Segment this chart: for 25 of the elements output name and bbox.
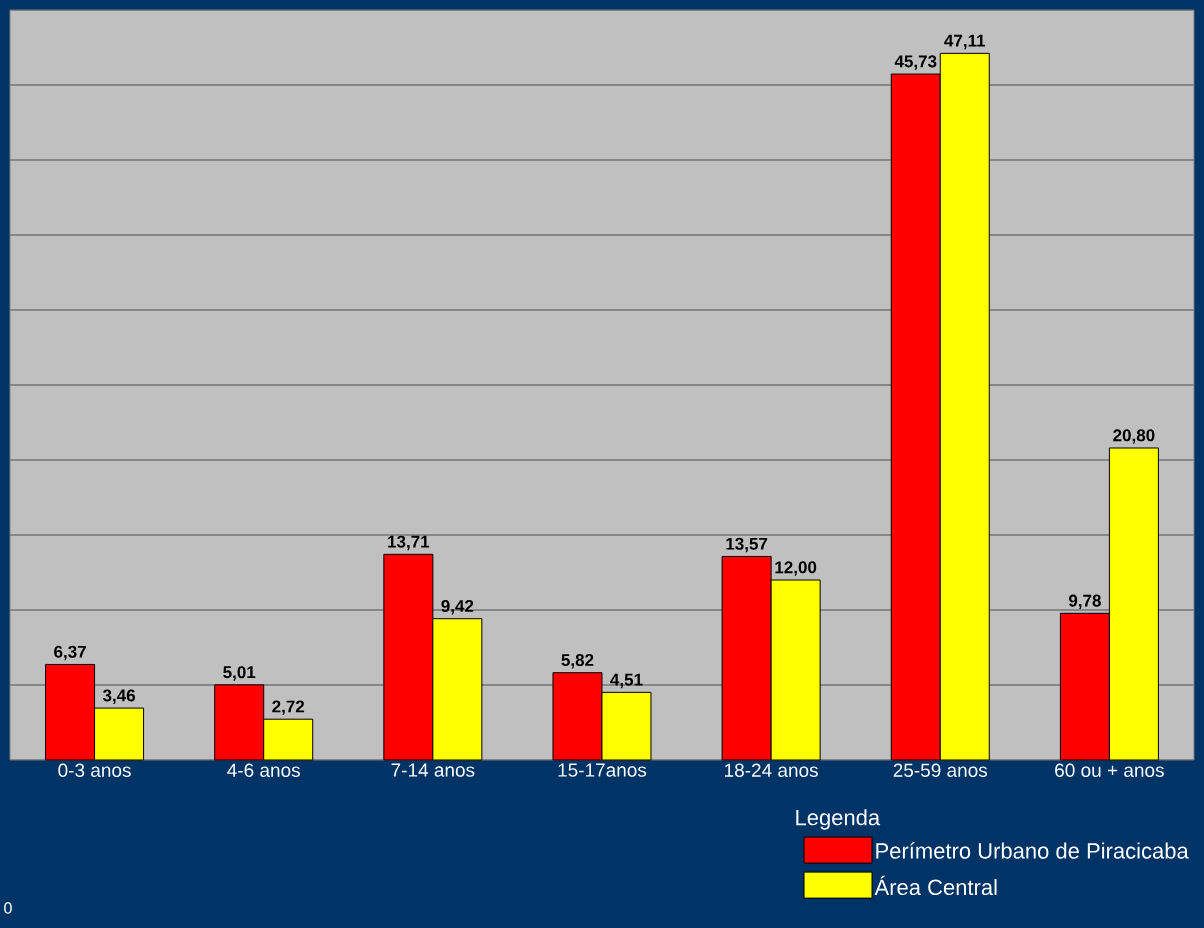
data-label: 5,82 — [561, 653, 594, 669]
data-label: 6,37 — [54, 645, 86, 661]
data-label: 20,80 — [1113, 429, 1155, 444]
x-tick-label: 60 ou + anos — [1055, 763, 1164, 777]
data-label: 13,57 — [726, 537, 768, 553]
x-tick-label: 0-3 anos — [58, 763, 131, 777]
x-tick-label: 25-59 anos — [893, 763, 988, 777]
data-label: 3,46 — [102, 689, 135, 704]
data-label: 4,51 — [610, 673, 643, 689]
data-label: 5,01 — [223, 666, 256, 681]
legend-label: Perímetro Urbano de Piracicaba — [876, 842, 1189, 859]
text: 0 — [4, 902, 12, 914]
legend-title: Legenda — [796, 809, 881, 830]
x-tick-label: 15-17anos — [558, 763, 647, 777]
data-label: 45,73 — [894, 55, 937, 70]
data-label: 9,42 — [441, 599, 474, 615]
data-label: 2,72 — [272, 700, 305, 715]
x-tick-label: 18-24 anos — [725, 763, 818, 777]
legend-label: Área Central — [874, 875, 997, 896]
data-label: 13,71 — [388, 535, 430, 551]
data-label: 12,00 — [775, 561, 817, 576]
data-label: 47,11 — [944, 34, 986, 50]
x-tick-label: 7-14 anos — [391, 763, 475, 777]
x-tick-label: 4-6 anos — [227, 763, 300, 777]
data-label: 9,78 — [1068, 594, 1101, 610]
